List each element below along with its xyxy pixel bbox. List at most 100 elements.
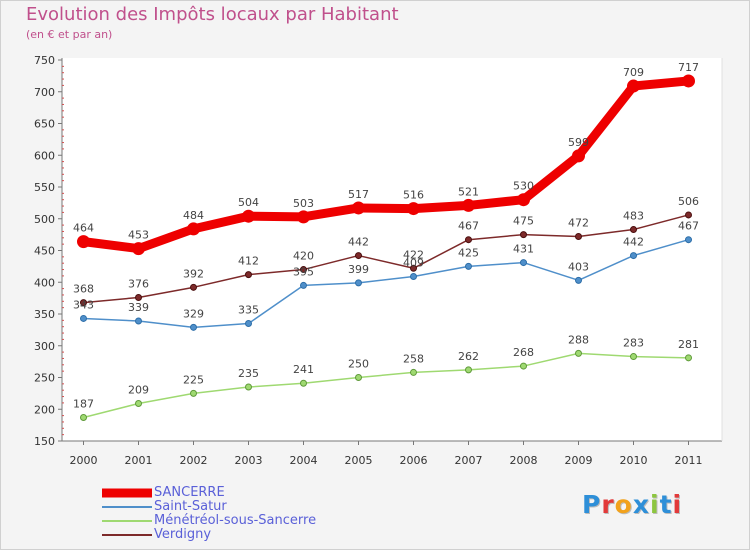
legend-label: Ménétréol-sous-Sancerre (154, 513, 317, 528)
data-point (685, 211, 692, 219)
data-point (352, 201, 365, 215)
series-line-2 (82, 352, 690, 419)
y-tick-label: 650 (34, 118, 55, 131)
data-point (685, 354, 692, 362)
data-point (77, 235, 90, 249)
data-label: 403 (568, 260, 589, 273)
data-label: 258 (403, 352, 424, 365)
data-point (190, 389, 197, 397)
data-label: 235 (238, 367, 259, 380)
data-point (407, 202, 420, 216)
series-line-0 (79, 76, 693, 254)
data-point (410, 273, 417, 281)
y-tick-label: 750 (34, 54, 55, 67)
data-label: 409 (403, 257, 424, 270)
y-tick-label: 600 (34, 149, 55, 162)
x-tick-label: 2000 (70, 454, 98, 467)
data-label: 425 (458, 246, 479, 259)
data-label: 262 (458, 350, 479, 363)
data-point (355, 252, 362, 260)
data-point (630, 252, 637, 260)
data-point (630, 353, 637, 361)
data-label: 339 (128, 301, 149, 314)
data-point (80, 414, 87, 422)
data-point (132, 242, 145, 256)
data-label: 376 (128, 277, 149, 290)
data-point (575, 233, 582, 241)
legend-label: SANCERRE (154, 485, 225, 500)
data-label: 475 (513, 215, 534, 228)
data-point (190, 323, 197, 331)
chart-legend: SANCERRE Saint-Satur Ménétréol-sous-Sancer… (102, 486, 316, 542)
data-point (465, 262, 472, 270)
data-label: 521 (458, 185, 479, 198)
x-tick-label: 2009 (565, 454, 593, 467)
data-point (685, 236, 692, 244)
data-label: 392 (183, 267, 204, 280)
data-point (572, 149, 585, 163)
data-point (245, 271, 252, 279)
data-label: 472 (568, 217, 589, 230)
data-label: 467 (458, 220, 479, 233)
data-label: 599 (568, 136, 589, 149)
data-point (630, 226, 637, 234)
x-tick-label: 2002 (180, 454, 208, 467)
data-point (300, 266, 307, 274)
data-point (465, 366, 472, 374)
data-label: 464 (73, 222, 94, 235)
data-point (245, 383, 252, 391)
data-point (297, 210, 310, 224)
data-label: 187 (73, 398, 94, 411)
data-point (410, 368, 417, 376)
data-point (300, 379, 307, 387)
data-point (80, 314, 87, 322)
data-label: 399 (348, 263, 369, 276)
data-label: 517 (348, 188, 369, 201)
legend-item: Verdigny (102, 528, 316, 542)
data-point (135, 317, 142, 325)
legend-swatch (102, 488, 152, 498)
legend-swatch (102, 520, 152, 522)
data-point (242, 209, 255, 223)
x-tick-label: 2004 (290, 454, 318, 467)
data-point (520, 362, 527, 370)
y-tick-label: 300 (34, 340, 55, 353)
data-point (355, 279, 362, 287)
legend-swatch (102, 506, 152, 508)
data-point (245, 320, 252, 328)
y-tick-label: 400 (34, 276, 55, 289)
data-point (355, 374, 362, 381)
data-label: 453 (128, 229, 149, 242)
data-point (520, 259, 527, 267)
legend-label: Saint-Satur (154, 499, 227, 514)
data-label: 412 (238, 255, 259, 268)
data-point (575, 276, 582, 284)
data-point (520, 231, 527, 239)
data-label: 250 (348, 358, 369, 371)
y-tick-label: 500 (34, 213, 55, 226)
legend-item: Saint-Satur (102, 500, 316, 514)
data-label: 283 (623, 337, 644, 350)
data-label: 225 (183, 373, 204, 386)
x-tick-label: 2006 (400, 454, 428, 467)
y-tick-label: 150 (34, 435, 55, 448)
data-point (300, 281, 307, 289)
data-point (187, 222, 200, 236)
x-tick-label: 2010 (620, 454, 648, 467)
y-tick-label: 550 (34, 181, 55, 194)
data-label: 467 (678, 220, 699, 233)
data-label: 431 (513, 243, 534, 256)
data-label: 420 (293, 250, 314, 263)
data-label: 288 (568, 333, 589, 346)
data-label: 484 (183, 209, 204, 222)
data-label: 483 (623, 210, 644, 223)
y-tick-label: 700 (34, 86, 55, 99)
data-point (462, 198, 475, 212)
proxiti-logo: Proxiti (582, 490, 683, 519)
data-point (465, 236, 472, 244)
data-label: 241 (293, 363, 314, 376)
x-tick-label: 2005 (345, 454, 373, 467)
data-label: 503 (293, 197, 314, 210)
x-tick-label: 2003 (235, 454, 263, 467)
